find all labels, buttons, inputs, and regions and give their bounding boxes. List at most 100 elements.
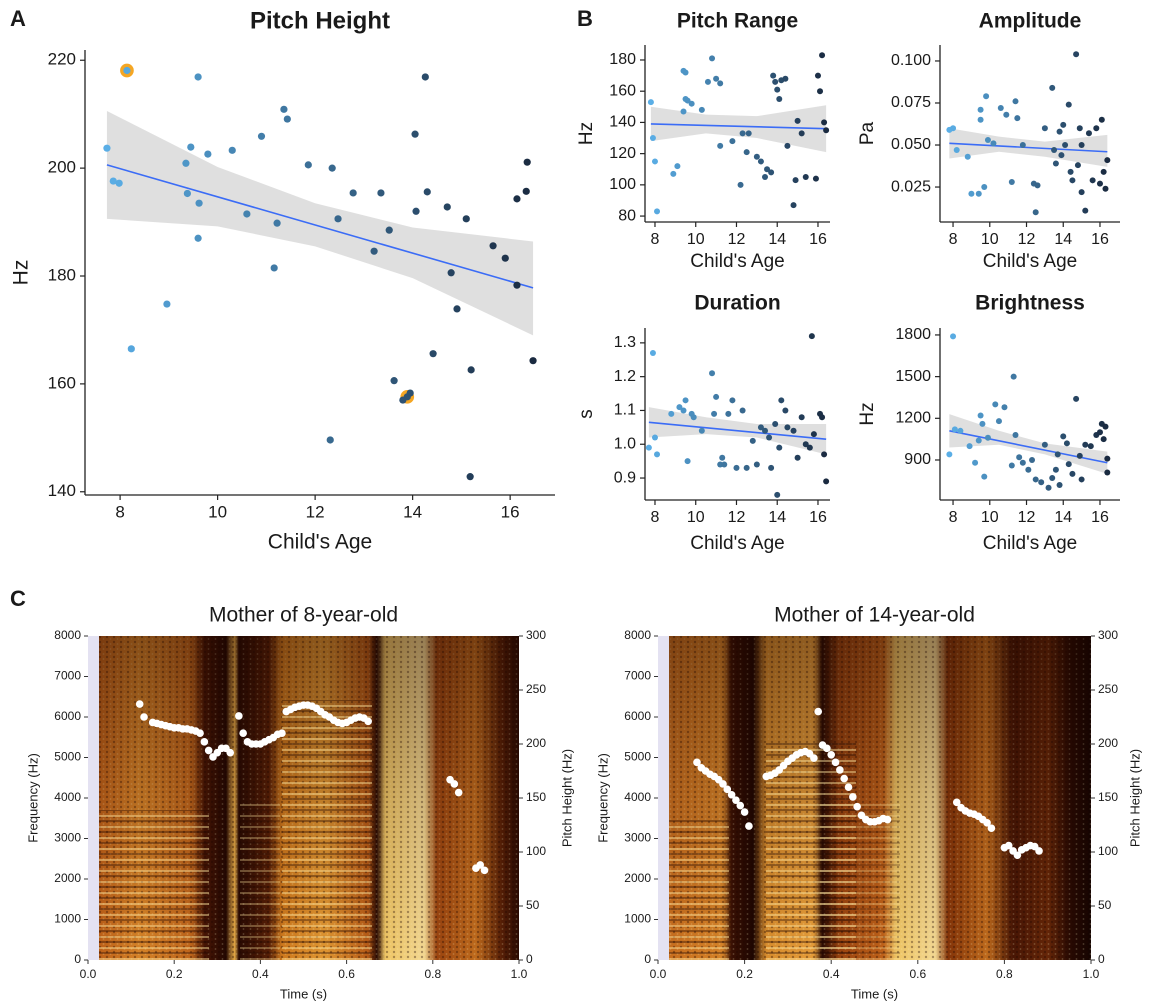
point [688,100,695,107]
pitch-point [983,819,991,827]
x-tick-label: 0.0 [80,967,97,981]
point [766,434,773,441]
x-tick-label: 14 [1054,231,1072,248]
point [462,215,470,223]
point [406,389,414,397]
point [753,153,760,160]
point [1060,433,1067,440]
y-tick-label: 100 [609,176,636,193]
pitch-point [814,707,823,716]
point [1078,142,1085,149]
point [821,451,828,458]
x-tick-label: 0.2 [736,967,753,981]
point [717,80,724,87]
y2-axis-label: Pitch Height (Hz) [559,749,574,847]
point [103,144,111,152]
point [690,414,697,421]
y2-tick-label: 300 [526,628,546,642]
x-tick-label: 12 [728,509,746,526]
y-axis-label: s [576,409,597,419]
x-tick-label: 12 [306,503,325,522]
point [776,444,783,451]
x-axis-label: Child's Age [983,533,1077,554]
point [1085,130,1092,137]
panel-label: A [10,6,26,31]
point [981,184,988,191]
point [1025,466,1032,473]
point [1032,476,1039,483]
point [115,179,123,187]
point [717,142,724,149]
point [1100,168,1107,175]
point [972,459,979,466]
point [377,189,385,197]
point [968,190,975,197]
x-tick-label: 0.8 [996,967,1013,981]
point [753,461,760,468]
x-tick-label: 16 [1091,509,1109,526]
point [812,175,819,182]
chart-title: Pitch Range [677,10,798,33]
point [370,247,378,255]
point [243,210,251,218]
pitch-point [810,754,818,762]
point [1076,125,1083,132]
x-tick-label: 12 [1018,509,1036,526]
point [443,203,451,211]
point [762,174,769,181]
point [195,199,203,207]
point [421,73,429,81]
pitch-point [831,758,840,767]
x-tick-label: 10 [981,231,999,248]
point [950,125,957,132]
y-tick-label: 80 [618,207,636,224]
point [776,96,783,103]
point [684,97,691,104]
spectrogram-image [658,636,1091,960]
point [957,427,964,434]
x-tick-label: 0.8 [424,967,441,981]
point [304,161,312,169]
y-tick-label: 7000 [624,669,651,683]
point [194,73,202,81]
point [946,451,953,458]
pitch-point [140,713,148,721]
x-tick-label: 12 [728,231,746,248]
chart-title: Amplitude [979,10,1082,33]
point [719,454,726,461]
y-tick-label: 3000 [624,831,651,845]
point [1054,451,1061,458]
pitch-point [135,700,144,708]
y-tick-label: 1000 [624,912,651,926]
y-tick-label: 4000 [54,790,81,804]
confidence-band [106,110,534,336]
y-axis-label: Pa [857,121,878,145]
point [743,464,750,471]
point [1065,101,1072,108]
pitch-point [883,815,892,824]
chart-title: Mother of 14-year-old [774,604,975,627]
y2-tick-label: 150 [1098,790,1118,804]
point [283,115,291,123]
point [1089,177,1096,184]
point [1041,441,1048,448]
pitch-point [364,717,372,726]
y-axis-label: Frequency (Hz) [25,753,40,843]
point [680,108,687,115]
point [194,234,202,242]
pitch-point [840,774,848,783]
point [794,117,801,124]
point [273,219,281,227]
x-axis-label: Time (s) [851,986,898,1001]
point [977,106,984,113]
point [977,412,984,419]
point [1012,431,1019,438]
pitch-point [844,783,853,791]
point [1008,178,1015,185]
point [821,119,828,126]
point [385,226,393,234]
pitch-point [823,744,831,753]
point [739,130,746,137]
pitch-point [987,824,996,833]
point [782,75,789,82]
